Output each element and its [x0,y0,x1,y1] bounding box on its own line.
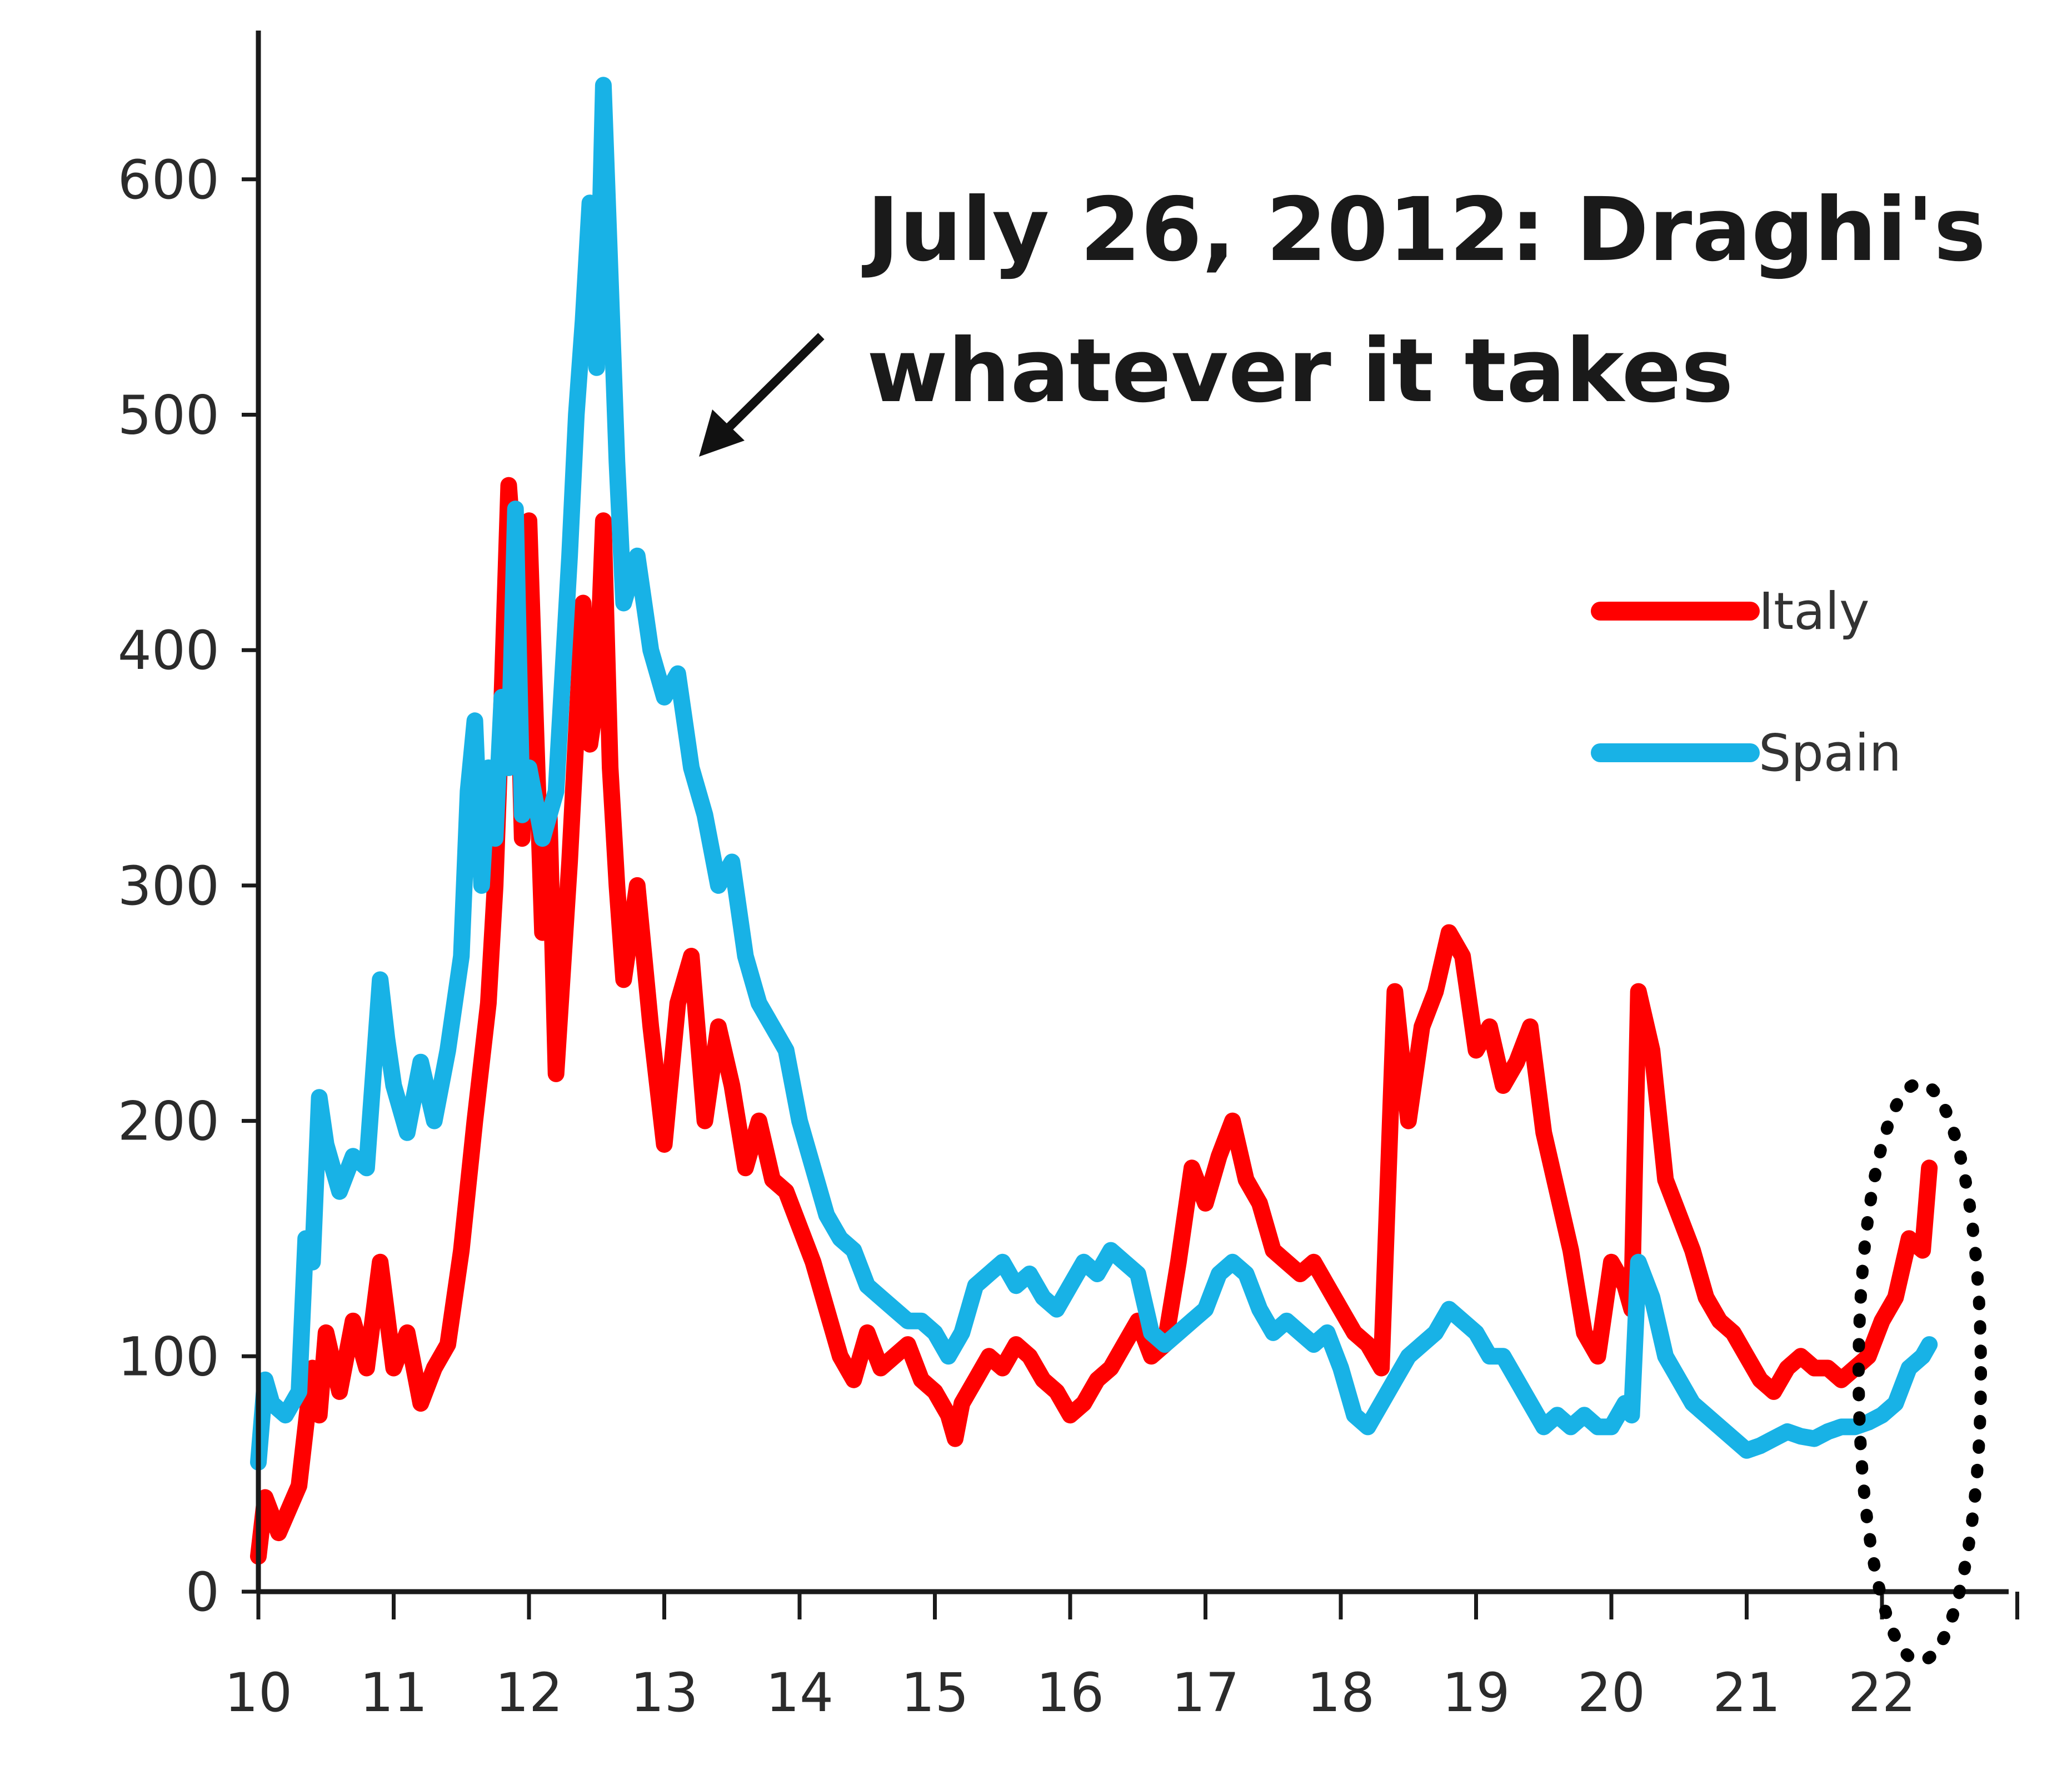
annotation-line-2: whatever it takes [867,320,1734,422]
highlight-ellipse [1853,1077,1987,1667]
x-tick-label: 17 [1171,1662,1239,1724]
annotation-arrow-shaft [716,333,825,440]
annotation-line-1: July 26, 2012: Draghi's [862,179,1986,281]
x-tick-label: 21 [1712,1662,1780,1724]
x-tick-label: 19 [1442,1662,1510,1724]
x-tick-label: 16 [1036,1662,1104,1724]
x-tick-label: 15 [901,1662,968,1724]
x-tick-label: 20 [1577,1662,1645,1724]
legend-label-italy: Italy [1759,582,1870,641]
y-tick-label: 300 [118,855,219,917]
x-tick-label: 11 [360,1662,427,1724]
y-tick-label: 500 [118,384,219,447]
x-tick-label: 12 [495,1662,563,1724]
annotation: July 26, 2012: Draghi's whatever it take… [699,179,1986,457]
y-tick-label: 600 [118,149,219,211]
legend-label-spain: Spain [1759,723,1901,783]
legend: Italy Spain [1591,582,1901,783]
annotation-arrow-head [699,409,745,457]
y-tick-label: 200 [118,1091,219,1153]
x-tick-label: 18 [1307,1662,1375,1724]
x-tick-label: 14 [766,1662,833,1724]
series-layer [250,77,1938,1565]
y-tick-label: 100 [118,1326,219,1388]
y-tick-label: 0 [186,1561,219,1623]
x-tick-label: 13 [630,1662,698,1724]
series-line-spain [250,77,1938,1471]
y-tick-label: 400 [118,619,219,682]
ticks-layer: 0 100 200 300 400 500 600 10 11 12 13 14 15 16 17 18 19 2… [118,149,2019,1724]
x-tick-label: 10 [224,1662,292,1724]
x-tick-label: 22 [1848,1662,1916,1724]
axes-layer [256,31,2009,1594]
